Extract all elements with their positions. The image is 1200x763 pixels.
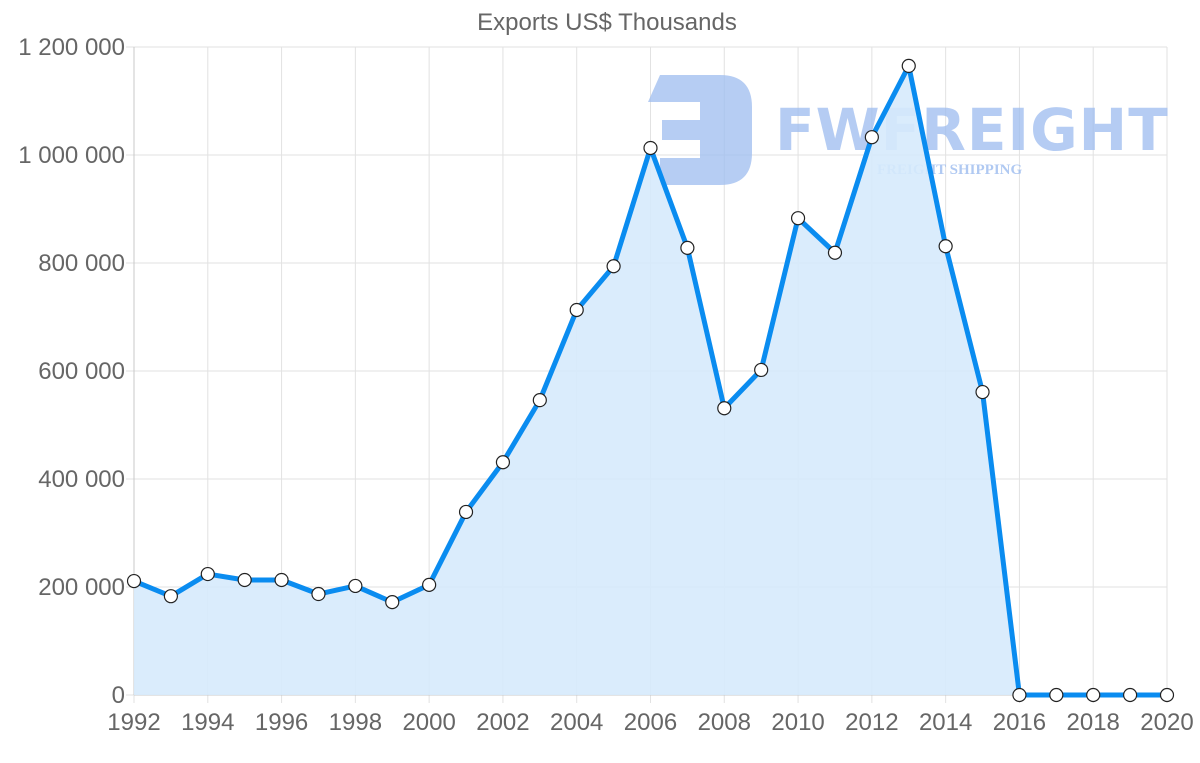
data-point (422, 577, 437, 592)
x-tick-label: 1994 (181, 709, 234, 736)
data-point (237, 572, 252, 588)
x-tick-label: 2016 (993, 709, 1046, 736)
data-point (1012, 687, 1027, 703)
y-tick-label: 1 200 000 (18, 34, 125, 61)
data-point (717, 401, 732, 416)
data-point (643, 140, 658, 156)
data-point (1159, 687, 1175, 703)
data-point (1086, 687, 1101, 703)
x-axis: 1992 1994 1996 1998 2000 2002 2004 2006 2008 2010… (107, 709, 1193, 736)
y-tick-label: 200 000 (38, 574, 125, 601)
x-tick-label: 2000 (402, 709, 455, 736)
data-point (458, 504, 474, 520)
data-point (274, 572, 289, 588)
data-point (163, 589, 178, 604)
data-point (1123, 687, 1138, 703)
x-tick-label: 1992 (107, 709, 160, 736)
data-point (200, 566, 215, 582)
x-tick-label: 2010 (771, 709, 824, 736)
x-tick-label: 2004 (550, 709, 603, 736)
data-point (495, 455, 511, 470)
area-fill (134, 65, 1167, 695)
x-tick-label: 1996 (255, 709, 308, 736)
data-point (754, 362, 769, 378)
data-point (790, 211, 806, 226)
x-tick-label: 2006 (624, 709, 677, 736)
chart-title: Exports US$ Thousands (477, 9, 737, 36)
x-tick-label: 2012 (845, 709, 898, 736)
x-tick-label: 2020 (1140, 709, 1193, 736)
y-tick-label: 800 000 (38, 250, 125, 277)
watermark-logo: FWFREIGHT FREIGHT SHIPPING (648, 75, 1169, 185)
data-point (311, 586, 326, 602)
y-tick-label: 0 (112, 682, 125, 709)
data-point (385, 595, 400, 610)
data-point (864, 130, 879, 145)
x-tick-label: 2002 (476, 709, 529, 736)
x-tick-label: 1998 (329, 709, 382, 736)
y-tick-label: 400 000 (38, 466, 125, 493)
data-point (606, 259, 621, 274)
data-point (901, 58, 916, 74)
y-axis: 0 200 000 400 000 600 000 800 000 1 000 000 1 … (18, 34, 125, 709)
data-point (532, 393, 547, 408)
data-point (827, 245, 843, 260)
x-tick-label: 2014 (919, 709, 972, 736)
logo-mark-icon (648, 75, 752, 185)
y-tick-label: 1 000 000 (18, 142, 125, 169)
x-tick-label: 2018 (1067, 709, 1120, 736)
data-point (975, 384, 990, 400)
data-point (348, 578, 363, 594)
data-points (126, 58, 1175, 703)
watermark-brand: FWFREIGHT (775, 96, 1169, 164)
data-point (680, 240, 695, 255)
y-tick-label: 600 000 (38, 358, 125, 385)
data-point (126, 573, 142, 589)
data-point (1049, 687, 1064, 703)
x-tick-label: 2008 (698, 709, 751, 736)
data-point (938, 239, 953, 254)
data-point (569, 302, 584, 318)
